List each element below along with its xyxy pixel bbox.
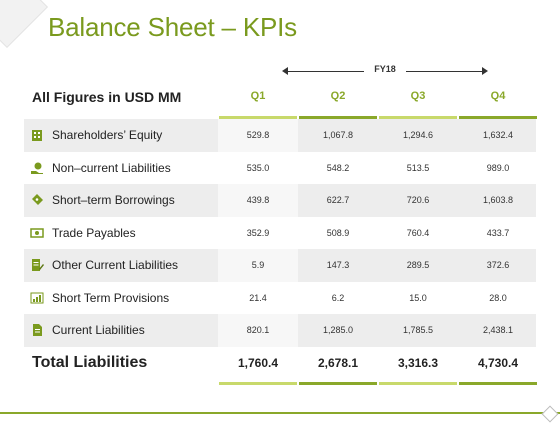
table-cell: 989.0 [486,162,510,173]
table-cell: 147.3 [326,260,350,271]
fiscal-year-label: FY18 [374,64,396,74]
column-accent-bar [459,116,537,119]
row-label: Short Term Provisions [52,290,170,305]
table-cell: 352.9 [246,227,270,238]
total-value: 1,760.4 [237,356,279,370]
table-cell: 760.4 [406,227,430,238]
fiscal-year-span: FY18 [282,64,488,78]
row-label: Shareholders’ Equity [52,128,163,143]
cash-icon [30,226,44,240]
table-cell: 2,438.1 [482,325,514,336]
column-accent-bar [379,116,457,119]
table-cell: 508.9 [326,227,350,238]
table-header: All Figures in USD MM Q1 Q2 Q3 Q4 [24,84,536,114]
bar-chart-icon [30,291,44,305]
total-value: 3,316.3 [397,356,439,370]
column-accent-bar [459,382,537,385]
table-cell: 622.7 [326,195,350,206]
table-cell: 28.0 [489,292,507,303]
table-cell: 6.2 [331,292,345,303]
column-header-q1: Q1 [250,90,266,102]
table-row: Non–current Liabilities 535.0 548.2 513.… [24,152,536,185]
table-row: Trade Payables 352.9 508.9 760.4 433.7 [24,217,536,250]
total-label: Total Liabilities [32,354,148,371]
money-tag-icon [30,193,44,207]
column-accent-bar [299,116,377,119]
row-label: Short–term Borrowings [52,193,175,208]
total-row: Total Liabilities 1,760.4 2,678.1 3,316.… [24,348,536,382]
row-label: Non–current Liabilities [52,160,171,175]
table-cell: 820.1 [246,325,270,336]
total-value: 2,678.1 [317,356,359,370]
arrow-right-icon [482,67,488,75]
table-cell: 1,067.8 [322,130,354,141]
table-row: Current Liabilities 820.1 1,285.0 1,785.… [24,314,536,347]
table-cell: 5.9 [251,260,265,271]
kpi-table: Shareholders’ Equity 529.8 1,067.8 1,294… [24,119,536,347]
row-label: Current Liabilities [52,323,145,338]
total-value: 4,730.4 [477,356,519,370]
table-cell: 1,285.0 [322,325,354,336]
column-accent-bar [299,382,377,385]
row-label: Trade Payables [52,225,136,240]
table-cell: 15.0 [409,292,427,303]
building-icon [30,128,44,142]
column-header-q2: Q2 [330,90,346,102]
table-cell: 372.6 [486,260,510,271]
table-cell: 21.4 [249,292,267,303]
arrow-left-icon [282,67,288,75]
money-hand-icon [30,161,44,175]
table-cell: 289.5 [406,260,430,271]
table-row: Short–term Borrowings 439.8 622.7 720.6 … [24,184,536,217]
column-accent-bar [379,382,457,385]
corner-decoration [0,0,49,49]
column-accent-bar [219,116,297,119]
table-cell: 1,603.8 [482,195,514,206]
table-cell: 1,294.6 [402,130,434,141]
page-title: Balance Sheet – KPIs [48,12,297,42]
table-cell: 535.0 [246,162,270,173]
column-header-q3: Q3 [410,90,426,102]
table-cell: 1,785.5 [402,325,434,336]
table-row: Short Term Provisions 21.4 6.2 15.0 28.0 [24,282,536,315]
table-cell: 720.6 [406,195,430,206]
figures-caption: All Figures in USD MM [32,89,182,105]
column-header-q4: Q4 [490,90,506,102]
table-cell: 1,632.4 [482,130,514,141]
table-row: Other Current Liabilities 5.9 147.3 289.… [24,249,536,282]
footer-divider [0,412,560,414]
table-cell: 433.7 [486,227,510,238]
table-cell: 439.8 [246,195,270,206]
column-accent-bar [219,382,297,385]
table-cell: 548.2 [326,162,350,173]
row-label: Other Current Liabilities [52,258,179,273]
table-cell: 529.8 [246,130,270,141]
document-icon [30,323,44,337]
table-cell: 513.5 [406,162,430,173]
table-row: Shareholders’ Equity 529.8 1,067.8 1,294… [24,119,536,152]
document-pen-icon [30,258,44,272]
